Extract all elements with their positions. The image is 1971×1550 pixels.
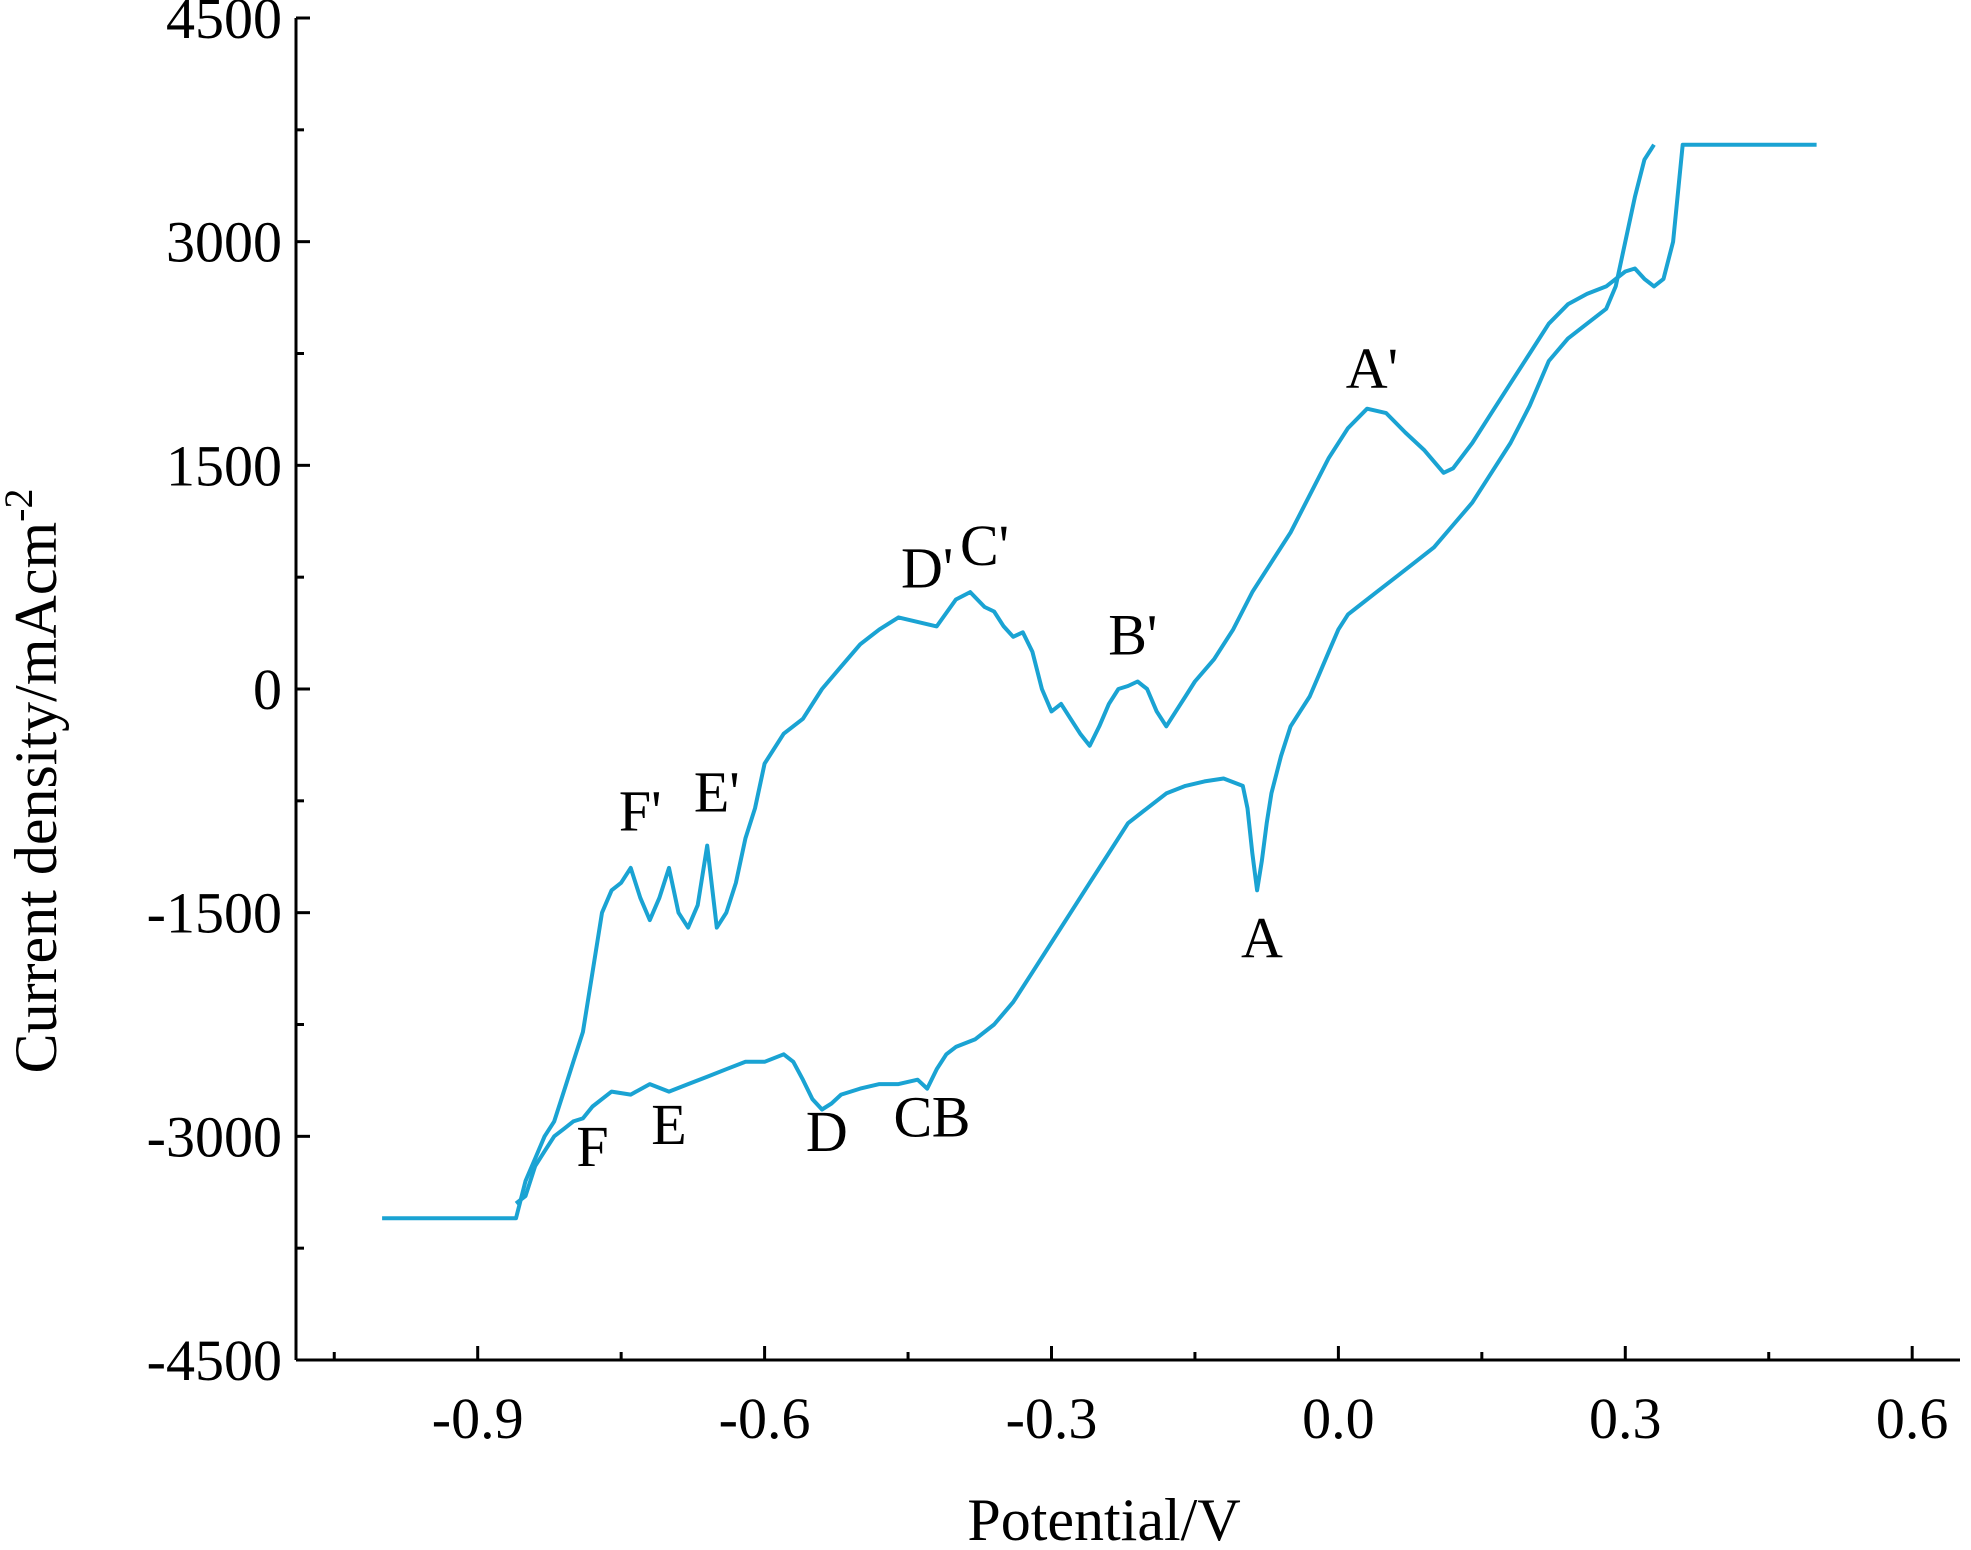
- x-axis-title: Potential/V: [967, 1487, 1240, 1550]
- x-tick-label: 0.6: [1876, 1386, 1949, 1451]
- y-tick-label: -3000: [147, 1104, 282, 1169]
- y-tick-label: 1500: [166, 433, 282, 498]
- peak-label: B': [1108, 603, 1157, 668]
- peak-label: C': [960, 513, 1009, 578]
- peak-label: E': [694, 759, 740, 824]
- x-axis: -0.9 -0.6 -0.3 0.0 0.3 0.6: [296, 1346, 1960, 1451]
- plot-area: A' A B' B C' C D' D E' E F' F: [382, 142, 1817, 1221]
- peak-label: D': [901, 536, 953, 601]
- y-tick-label: -1500: [147, 881, 282, 946]
- x-tick-label: -0.6: [719, 1386, 811, 1451]
- y-axis-title-superscript: -2: [0, 489, 41, 522]
- y-tick-label: 0: [253, 657, 282, 722]
- x-tick-label: 0.3: [1589, 1386, 1662, 1451]
- y-tick-label: 3000: [166, 210, 282, 275]
- y-axis-title-main: Current density/mAcm: [3, 522, 69, 1074]
- x-tick-label: -0.9: [432, 1386, 524, 1451]
- y-axis: -4500 -3000 -1500 0 1500 3000 4500: [147, 0, 310, 1393]
- peak-label: E: [651, 1092, 686, 1157]
- peak-label: A': [1346, 336, 1398, 401]
- y-axis-title: Current density/mAcm-2: [0, 489, 69, 1074]
- peak-label: D: [806, 1099, 848, 1164]
- peak-label: F: [576, 1114, 608, 1179]
- peak-label: A: [1241, 905, 1283, 970]
- y-tick-label: -4500: [147, 1328, 282, 1393]
- peak-label: F': [619, 779, 662, 844]
- series-line-2: [514, 143, 1656, 1205]
- x-tick-label: -0.3: [1006, 1386, 1098, 1451]
- peak-label: B: [932, 1084, 971, 1149]
- x-tick-label: 0.0: [1302, 1386, 1375, 1451]
- peak-label: C: [893, 1084, 932, 1149]
- series-line-1: [382, 142, 1817, 1221]
- y-tick-label: 4500: [166, 0, 282, 51]
